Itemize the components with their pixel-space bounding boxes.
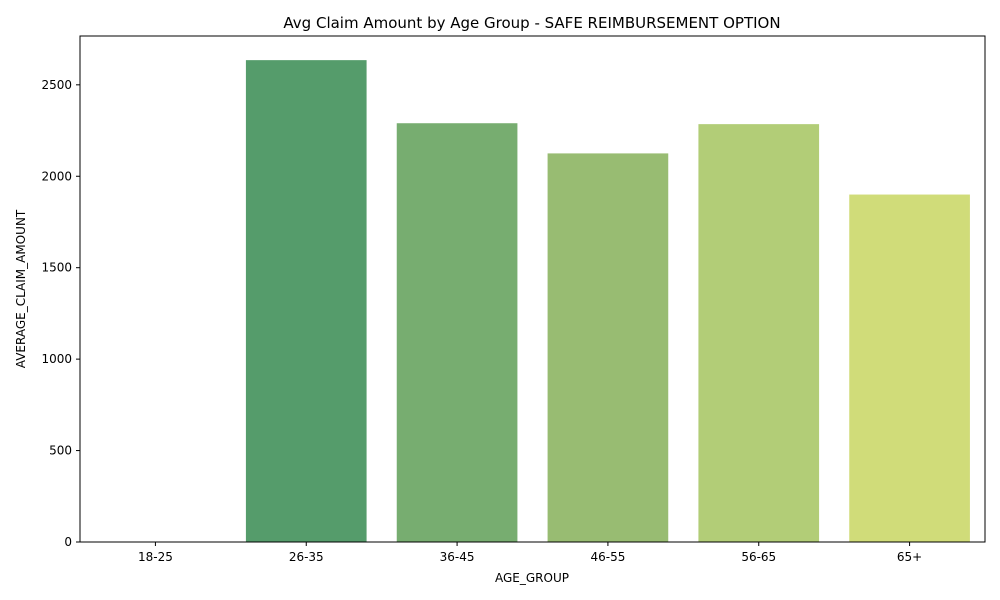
y-tick-label: 0 (64, 535, 72, 549)
x-tick-label: 18-25 (138, 550, 173, 564)
plot-frame (79, 35, 986, 543)
x-tick-label: 36-45 (440, 550, 475, 564)
y-axis-label: AVERAGE_CLAIM_AMOUNT (14, 209, 28, 368)
y-tick-label: 1000 (41, 352, 72, 366)
chart-title: Avg Claim Amount by Age Group - SAFE REI… (283, 14, 780, 32)
bar-56-65 (698, 124, 820, 542)
bar-36-45 (396, 123, 518, 543)
x-tick-label: 26-35 (289, 550, 324, 564)
bar-26-35 (245, 60, 367, 542)
y-axis-ticks: 0 500 1000 1500 2000 2500 (41, 78, 80, 549)
y-tick-label: 1500 (41, 261, 72, 275)
x-tick-label: 46-55 (590, 550, 625, 564)
bars-group (245, 60, 970, 543)
x-tick-label: 56-65 (741, 550, 776, 564)
y-tick-label: 2000 (41, 169, 72, 183)
bar-46-55 (547, 153, 669, 543)
x-axis-ticks: 18-25 26-35 36-45 46-55 56-65 65+ (138, 542, 922, 564)
y-tick-label: 500 (49, 444, 72, 458)
y-tick-label: 2500 (41, 78, 72, 92)
x-axis-label: AGE_GROUP (495, 571, 569, 585)
x-tick-label: 65+ (897, 550, 922, 564)
bar-65+ (849, 194, 970, 542)
